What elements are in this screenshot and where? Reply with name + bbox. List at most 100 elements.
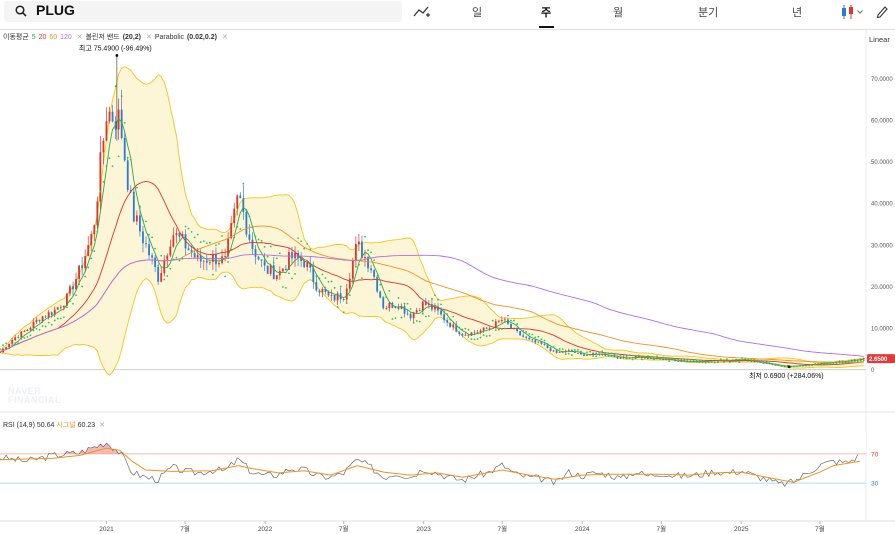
candle-type-icon[interactable] [841, 4, 855, 20]
draw-line-icon[interactable] [413, 5, 431, 19]
remove-rsi-icon[interactable]: ✕ [99, 422, 106, 429]
pencil-icon[interactable] [876, 5, 888, 18]
candle-body [786, 366, 789, 368]
last-price-label: 2.6500 [869, 357, 888, 363]
candle-body [285, 268, 287, 270]
candle-body [856, 359, 859, 361]
candle-body [668, 359, 671, 361]
period-tab-month[interactable]: 월 [613, 7, 624, 19]
y-tick-label: 60.0000 [871, 118, 893, 124]
candle-body [531, 339, 534, 341]
candle-body [50, 312, 53, 315]
parabolic-sar-dot [260, 240, 263, 242]
remove-bb-icon[interactable]: ✕ [146, 34, 152, 41]
parabolic-sar-dot [245, 209, 248, 212]
last-price-tag [867, 354, 895, 364]
candle-body [774, 364, 777, 366]
candle-body [227, 238, 230, 257]
parabolic-sar-dot [735, 360, 737, 363]
scale-mode-toggle[interactable]: Linear [869, 35, 890, 44]
chevron-down-icon[interactable] [857, 10, 863, 14]
parabolic-sar-dot [586, 351, 588, 354]
candle-body [704, 360, 707, 362]
period-tab-day[interactable]: 일 [472, 7, 483, 19]
parabolic-sar-dot [829, 362, 832, 365]
parabolic-sar-dot [148, 233, 150, 236]
candle-body [354, 244, 357, 261]
parabolic-sar-dot [768, 362, 771, 364]
parabolic-sar-dot [14, 342, 17, 345]
candle-body [607, 355, 610, 357]
parabolic-sar-dot [686, 359, 689, 361]
candle-body [799, 365, 801, 366]
parabolic-sar-dot [342, 311, 345, 314]
candle-body [56, 307, 59, 310]
moving-average-20-line [0, 180, 864, 366]
candle-body [288, 252, 290, 270]
parabolic-sar-dot [537, 335, 540, 338]
parabolic-sar-dot [525, 331, 528, 333]
parabolic-sar-dot [315, 275, 318, 278]
y-tick-label: 70.0000 [871, 77, 893, 83]
candle-body [695, 361, 698, 363]
candle-body [640, 357, 643, 359]
candle-body [510, 323, 512, 329]
sar-legend-label: Parabolic [154, 34, 185, 41]
candle-body [616, 356, 619, 359]
candle-body [738, 359, 741, 361]
parabolic-sar-dot [862, 359, 865, 362]
parabolic-sar-dot [212, 273, 214, 276]
candle-body [777, 365, 780, 366]
period-tab-week[interactable]: 주 [541, 7, 552, 19]
candle-body [373, 270, 376, 277]
candle-body [306, 263, 309, 268]
parabolic-sar-dot [653, 356, 655, 358]
parabolic-sar-dot [126, 156, 129, 159]
candle-body [756, 361, 759, 363]
moving-average-5-line [0, 117, 864, 367]
candle-body [567, 350, 570, 352]
candle-body [580, 352, 582, 355]
candle-body [278, 270, 281, 276]
parabolic-sar-dot [69, 300, 71, 303]
period-tab-quarter[interactable]: 분기 [698, 7, 719, 19]
symbol-search-box[interactable]: PLUG [4, 1, 402, 22]
parabolic-sar-dot [96, 230, 99, 233]
parabolic-sar-dot [41, 325, 44, 327]
parabolic-sar-dot [50, 323, 53, 326]
candle-body [266, 265, 269, 274]
parabolic-sar-dot [622, 355, 625, 357]
parabolic-sar-dot [129, 158, 132, 161]
x-tick-label: 7월 [498, 524, 508, 533]
ma-legend-period-5: 5 [31, 34, 36, 41]
candle-body [20, 331, 23, 338]
x-tick-label: 7월 [339, 524, 349, 533]
parabolic-sar-dot [817, 363, 820, 366]
parabolic-sar-dot [151, 236, 153, 239]
parabolic-sar-dot [59, 317, 62, 320]
candle-body [817, 363, 820, 365]
candle-body [476, 332, 479, 334]
parabolic-sar-dot [367, 249, 369, 252]
low-annotation: 최저 0.6900 (+284.06%) [749, 371, 824, 380]
parabolic-sar-dot [145, 220, 147, 223]
candle-body [479, 330, 482, 333]
parabolic-sar-dot [522, 329, 525, 332]
remove-sar-icon[interactable]: ✕ [221, 34, 228, 41]
candle-body [753, 361, 756, 363]
parabolic-sar-dot [202, 240, 205, 243]
candle-body [713, 360, 716, 362]
remove-ma-icon[interactable]: ✕ [76, 34, 83, 41]
low-marker-dot [787, 365, 791, 369]
candle-body [853, 359, 856, 361]
parabolic-sar-dot [248, 215, 251, 218]
candle-body [221, 256, 223, 264]
rsi-legend: RSI (14,9) 50.64 시그널 60.23 ✕ [3, 420, 111, 430]
candle-body [820, 363, 823, 364]
candle-body [537, 341, 540, 343]
period-tab-year[interactable]: 년 [792, 7, 803, 19]
parabolic-sar-dot [169, 267, 172, 270]
candle-body [175, 233, 178, 236]
parabolic-sar-dot [543, 339, 546, 342]
